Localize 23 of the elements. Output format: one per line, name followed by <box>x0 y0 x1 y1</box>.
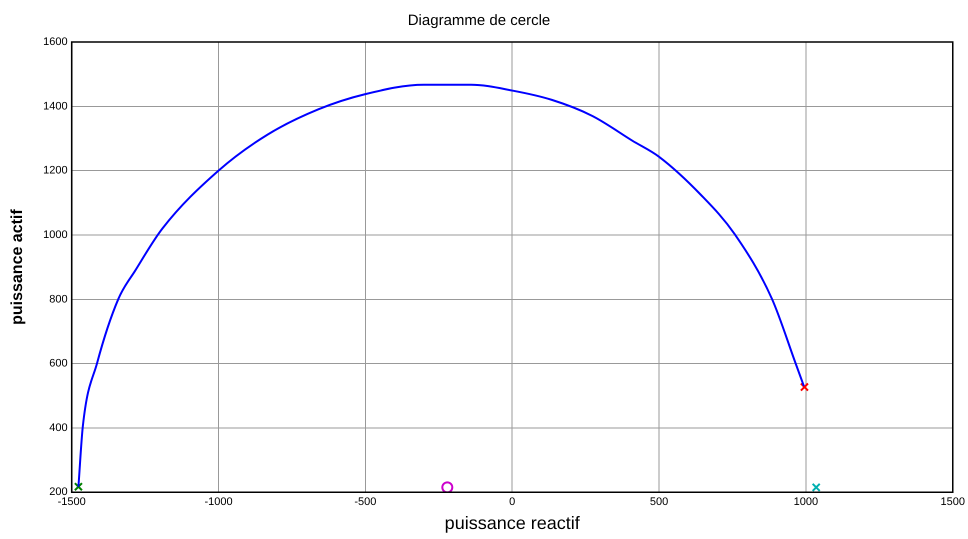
x-tick-label: -1500 <box>58 496 86 508</box>
point <box>812 482 821 492</box>
y-tick-label: 1000 <box>43 228 68 241</box>
x-tick-label: 500 <box>650 496 668 508</box>
x-tick-label: -500 <box>354 496 376 508</box>
point <box>74 482 83 492</box>
line-series <box>77 84 805 488</box>
y-tick-label: 800 <box>49 293 68 306</box>
point <box>441 481 454 492</box>
y-tick-label: 1600 <box>43 36 68 48</box>
x-axis-title: puissance reactif <box>444 513 581 534</box>
y-tick-label: 1400 <box>43 100 68 112</box>
y-axis-title: puissance actif <box>9 208 26 325</box>
x-tick-label: 1000 <box>794 496 818 508</box>
x-tick-label: 0 <box>509 496 516 508</box>
y-tick-label: 400 <box>49 422 68 434</box>
chart-title: Diagramme de cercle <box>408 12 550 30</box>
point <box>800 382 809 392</box>
y-tick-label: 600 <box>49 358 68 370</box>
x-tick-label: 1500 <box>940 496 966 508</box>
y-tick-label: 1200 <box>43 164 68 177</box>
x-tick-label: -1000 <box>204 496 233 508</box>
y-tick-label: 200 <box>49 486 68 498</box>
